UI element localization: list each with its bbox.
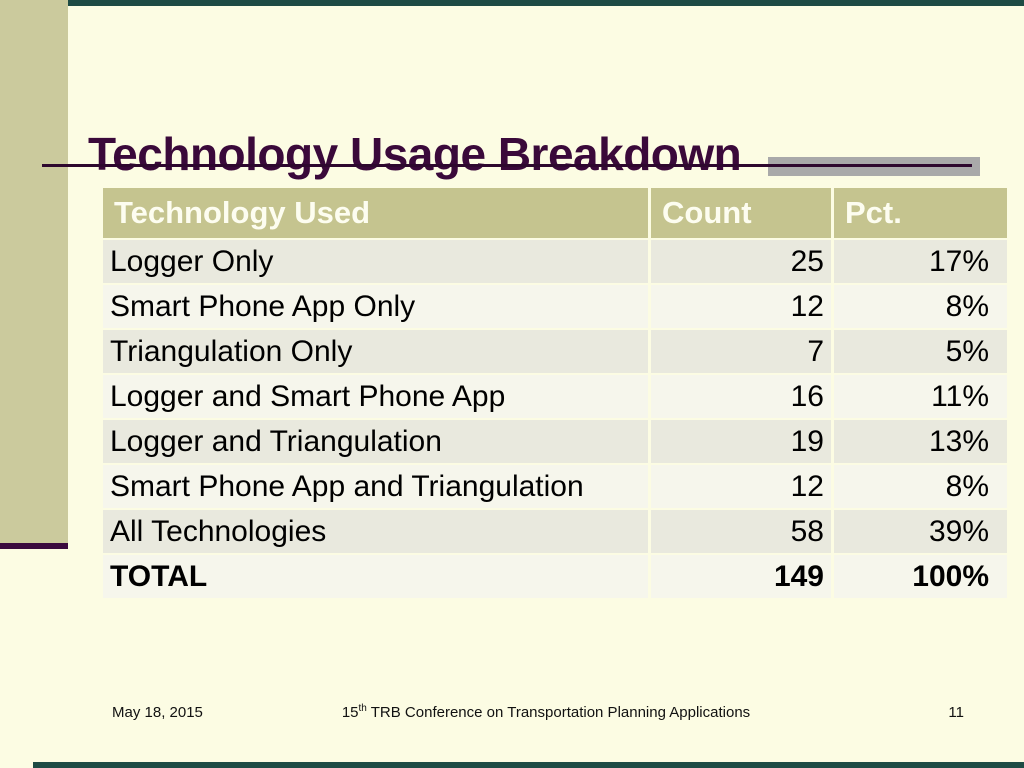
table-row: Smart Phone App and Triangulation 12 8%: [103, 465, 1007, 508]
table-row: Triangulation Only 7 5%: [103, 330, 1007, 373]
count-cell: 12: [651, 285, 831, 328]
bottom-border-line: [33, 762, 1024, 768]
tech-cell: Logger and Smart Phone App: [103, 375, 648, 418]
pct-cell: 17%: [834, 240, 1007, 283]
page-number: 11: [948, 704, 964, 721]
conference-name: TRB Conference on Transportation Plannin…: [370, 704, 751, 721]
table-row: Logger and Triangulation 19 13%: [103, 420, 1007, 463]
page-title: Technology Usage Breakdown: [88, 127, 742, 180]
table-row: Smart Phone App Only 12 8%: [103, 285, 1007, 328]
pct-cell: 11%: [834, 375, 1007, 418]
conference-number: 15: [341, 704, 359, 721]
count-cell: 149: [651, 555, 831, 598]
count-cell: 58: [651, 510, 831, 553]
pct-cell: 100%: [834, 555, 1007, 598]
count-cell: 25: [651, 240, 831, 283]
count-cell: 12: [651, 465, 831, 508]
pct-cell: 8%: [834, 465, 1007, 508]
slide-footer: May 18, 2015 15th TRB Conference on Tran…: [0, 704, 1024, 726]
table-row: Logger and Smart Phone App 16 11%: [103, 375, 1007, 418]
table-row: Logger Only 25 17%: [103, 240, 1007, 283]
technology-usage-table: Technology Used Count Pct. Logger Only 2…: [100, 186, 1010, 600]
tech-cell: Triangulation Only: [103, 330, 648, 373]
tech-cell: Logger and Triangulation: [103, 420, 648, 463]
table-row: All Technologies 58 39%: [103, 510, 1007, 553]
footer-date: May 18, 2015: [112, 704, 203, 721]
tech-cell: Smart Phone App and Triangulation: [103, 465, 648, 508]
title-underline: [42, 164, 972, 167]
tech-cell: All Technologies: [103, 510, 648, 553]
footer-conference-title: 15th TRB Conference on Transportation Pl…: [68, 703, 1024, 722]
table-header-row: Technology Used Count Pct.: [103, 188, 1007, 238]
conference-ordinal: th: [358, 703, 367, 714]
pct-cell: 13%: [834, 420, 1007, 463]
left-sidebar-band: [0, 0, 68, 543]
count-cell: 7: [651, 330, 831, 373]
pct-cell: 5%: [834, 330, 1007, 373]
table-row-total: TOTAL 149 100%: [103, 555, 1007, 598]
pct-cell: 39%: [834, 510, 1007, 553]
header-technology-used: Technology Used: [103, 188, 648, 238]
header-pct: Pct.: [834, 188, 1007, 238]
header-count: Count: [651, 188, 831, 238]
tech-cell: Logger Only: [103, 240, 648, 283]
pct-cell: 8%: [834, 285, 1007, 328]
tech-cell: TOTAL: [103, 555, 648, 598]
count-cell: 19: [651, 420, 831, 463]
left-sidebar-accent-line: [0, 543, 68, 549]
count-cell: 16: [651, 375, 831, 418]
top-border-line: [33, 0, 1024, 6]
tech-cell: Smart Phone App Only: [103, 285, 648, 328]
